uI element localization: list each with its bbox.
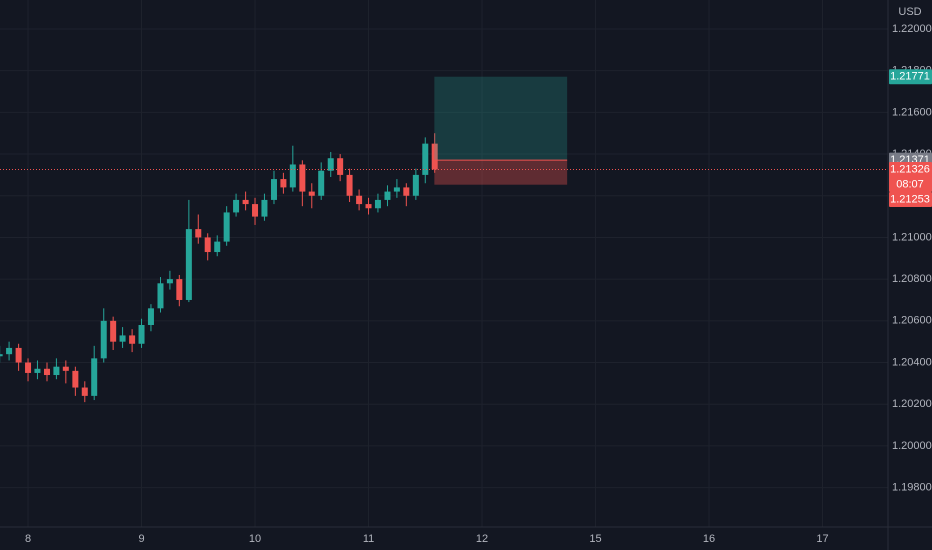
x-tick-label: 17 xyxy=(816,533,828,545)
candle-body xyxy=(129,335,136,344)
y-tick-label: 1.20400 xyxy=(892,356,932,368)
y-tick-label: 1.19800 xyxy=(892,482,932,494)
candle-body xyxy=(393,187,400,192)
candle-body xyxy=(337,158,344,175)
candle-body xyxy=(318,170,325,196)
y-tick-label: 1.20800 xyxy=(892,273,932,285)
grid xyxy=(0,0,888,527)
y-tick-label: 1.21600 xyxy=(892,106,932,118)
y-tick-label: 1.20000 xyxy=(892,440,932,452)
y-tick-label: 1.20600 xyxy=(892,315,932,327)
currency: USD xyxy=(898,6,921,18)
time-axis xyxy=(0,527,888,550)
price-tag xyxy=(889,191,932,207)
price-axis xyxy=(888,0,932,550)
candle-body xyxy=(185,229,192,300)
candle-body xyxy=(431,143,438,170)
x-tick-label: 8 xyxy=(25,533,31,545)
candle-body xyxy=(223,212,230,242)
candle-body xyxy=(34,368,41,373)
candle-body xyxy=(242,199,249,205)
candle-body xyxy=(270,179,277,200)
candle-body xyxy=(53,366,60,376)
candle-body xyxy=(289,164,296,188)
x-tick-label: 9 xyxy=(138,533,144,545)
position-loss xyxy=(434,160,568,185)
candle-body xyxy=(62,366,69,371)
candle-body xyxy=(365,204,372,209)
position-profit xyxy=(434,76,568,161)
candle-body xyxy=(233,199,240,213)
candle-body xyxy=(0,354,3,357)
price-tag xyxy=(889,69,932,85)
candle-body xyxy=(195,229,202,238)
candle-body xyxy=(147,308,154,325)
candle-body xyxy=(308,191,315,196)
candle-body xyxy=(166,279,173,284)
candle-body xyxy=(374,199,381,209)
candle-body xyxy=(204,237,211,253)
last-price-label: 1.21326 xyxy=(890,163,930,175)
candle-body xyxy=(119,335,126,342)
candle-body xyxy=(91,358,98,396)
price-tag-label: 1.21253 xyxy=(890,193,930,205)
candle-body xyxy=(43,368,50,376)
candle-body xyxy=(299,164,306,192)
candle-body xyxy=(384,191,391,200)
x-tick-label: 15 xyxy=(589,533,601,545)
x-tick-label: 16 xyxy=(703,533,715,545)
candle-body xyxy=(252,204,259,217)
y-tick-label: 1.20200 xyxy=(892,398,932,410)
candle-body xyxy=(100,320,107,359)
y-tick-label: 1.21000 xyxy=(892,231,932,243)
x-tick-label: 12 xyxy=(476,533,488,545)
candle-body xyxy=(327,158,334,171)
candle-body xyxy=(356,195,363,205)
candle-body xyxy=(25,362,32,373)
plot xyxy=(0,76,888,403)
candle-body xyxy=(346,174,353,196)
candle-body xyxy=(15,347,22,363)
candle-body xyxy=(6,347,13,355)
price-tag-label: 1.21771 xyxy=(890,71,930,83)
candle-body xyxy=(157,283,164,309)
candle-body xyxy=(110,320,117,342)
candle-body xyxy=(422,143,429,175)
candle-body xyxy=(280,179,287,188)
axes: 1.19800 1.20000 1.20200 1.20400 1.20600 1.208… xyxy=(25,23,932,545)
y-tick-label: 1.22000 xyxy=(892,23,932,35)
candle-body xyxy=(72,370,79,388)
x-tick-label: 11 xyxy=(363,533,374,545)
candle-body xyxy=(81,387,88,396)
last-price-tag xyxy=(889,161,932,192)
candle-body xyxy=(176,279,183,300)
candle-body xyxy=(214,241,221,253)
candle-body xyxy=(412,174,419,196)
candle-body xyxy=(403,187,410,196)
candle-body xyxy=(138,324,145,344)
countdown: 08:07 xyxy=(896,178,924,190)
x-tick-label: 10 xyxy=(249,533,261,545)
candle-body xyxy=(261,199,268,217)
